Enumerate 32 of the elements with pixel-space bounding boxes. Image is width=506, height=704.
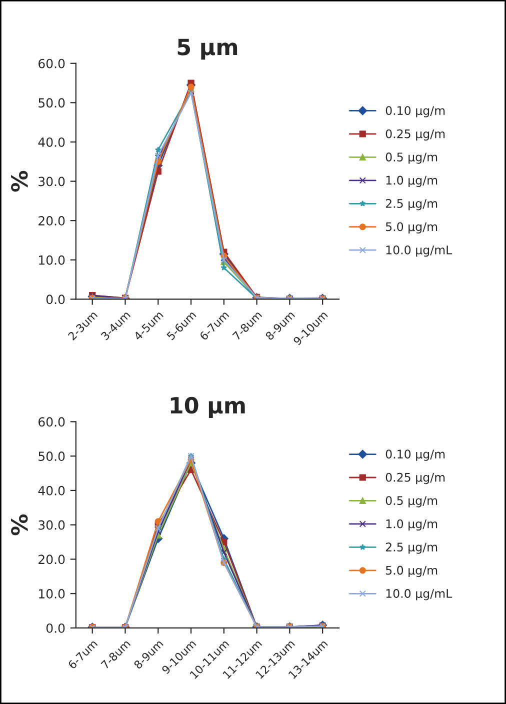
y-tick-label: 50.0 <box>38 98 65 108</box>
chart-title: 10 µm <box>170 396 245 418</box>
legend-label: 0.25 µg/m <box>386 472 445 484</box>
y-tick-label: 40.0 <box>38 137 65 147</box>
y-tick-label: 60.0 <box>38 417 65 427</box>
y-tick-label: 0.0 <box>46 294 65 304</box>
y-tick-label: 20.0 <box>38 554 65 564</box>
y-tick-label: 40.0 <box>38 486 65 496</box>
legend-label: 0.10 µg/m <box>386 106 445 118</box>
legend-label: 1.0 µg/m <box>386 176 438 187</box>
y-axis-title: % <box>10 170 28 192</box>
legend-label: 0.10 µg/m <box>386 450 445 461</box>
y-tick-label: 20.0 <box>38 216 65 226</box>
legend-label: 10.0 µg/mL <box>386 245 452 257</box>
legend-label: 2.5 µg/m <box>386 542 438 554</box>
legend-label: 2.5 µg/m <box>386 199 438 210</box>
y-axis-title: % <box>10 514 28 536</box>
legend-label: 5.0 µg/m <box>386 222 438 234</box>
legend-label: 0.5 µg/m <box>386 152 438 164</box>
y-tick-label: 30.0 <box>38 520 65 530</box>
legend-label: 0.5 µg/m <box>386 496 438 508</box>
legend-label: 5.0 µg/m <box>386 566 438 578</box>
y-tick-label: 10.0 <box>39 589 65 599</box>
legend-label: 0.25 µg/m <box>386 129 445 141</box>
legend-label: 10.0 µg/mL <box>386 589 452 600</box>
y-tick-label: 30.0 <box>38 176 65 186</box>
y-tick-label: 0.0 <box>46 623 65 633</box>
y-tick-label: 60.0 <box>38 58 65 68</box>
legend-label: 1.0 µg/m <box>386 519 438 531</box>
y-tick-label: 10.0 <box>39 255 65 265</box>
y-tick-label: 50.0 <box>38 452 65 461</box>
chart-title: 5 µm <box>178 38 238 60</box>
